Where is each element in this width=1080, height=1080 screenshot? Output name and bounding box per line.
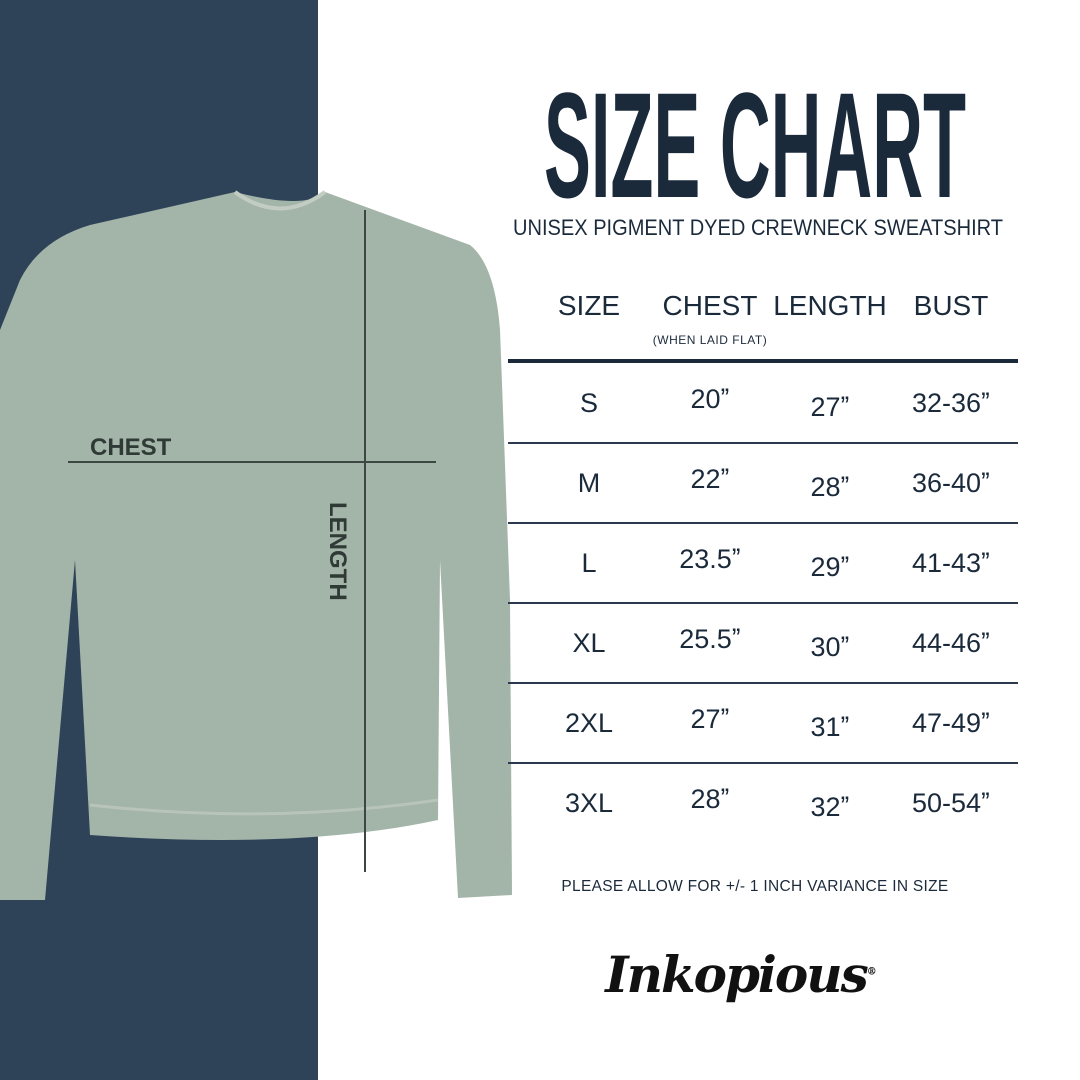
variance-note: PLEASE ALLOW FOR +/- 1 INCH VARIANCE IN … (561, 878, 949, 895)
length-cell: 30ˮ (810, 632, 850, 662)
row-divider (508, 602, 1018, 604)
bust-cell: 44-46ˮ (911, 628, 991, 658)
header-length: LENGTH (773, 290, 887, 321)
table-row: S 20ˮ 27ˮ 32-36ˮ (508, 364, 1018, 444)
chest-cell: 22ˮ (690, 464, 730, 494)
bust-cell: 32-36ˮ (911, 388, 991, 418)
header-chest: CHEST (662, 290, 758, 321)
table-row: 3XL 28ˮ 32ˮ 50-54ˮ (508, 764, 1018, 844)
size-cell: S (579, 388, 598, 418)
chest-cell: 25.5ˮ (679, 624, 741, 654)
row-divider (508, 762, 1018, 764)
brand-logo: Inkopious® (605, 945, 877, 1004)
chest-cell: 23.5ˮ (679, 544, 741, 574)
length-label: LENGTH (324, 502, 351, 601)
table-row: L 23.5ˮ 29ˮ 41-43ˮ (508, 524, 1018, 604)
length-cell: 29ˮ (810, 552, 850, 582)
size-cell: 2XL (564, 708, 614, 738)
table-row: M 22ˮ 28ˮ 36-40ˮ (508, 444, 1018, 524)
length-cell: 27ˮ (810, 392, 850, 422)
length-cell: 31ˮ (810, 712, 850, 742)
size-cell: L (581, 548, 597, 578)
subtitle: UNISEX PIGMENT DYED CREWNECK SWEATSHIRT (513, 215, 1003, 240)
brand-logo-text: Inkopious (605, 945, 869, 1004)
row-divider (508, 682, 1018, 684)
page-title: SIZE CHART (544, 70, 966, 205)
length-cell: 28ˮ (810, 472, 850, 502)
bust-cell: 50-54ˮ (911, 788, 991, 818)
subtitle-wrap: UNISEX PIGMENT DYED CREWNECK SWEATSHIRT (513, 215, 1003, 240)
chest-cell: 20ˮ (690, 384, 730, 414)
table-row: XL 25.5ˮ 30ˮ 44-46ˮ (508, 604, 1018, 684)
size-cell: 3XL (564, 788, 614, 818)
chest-label: CHEST (90, 434, 172, 461)
page-title-wrap: SIZE CHART (544, 70, 966, 205)
bust-cell: 41-43ˮ (911, 548, 991, 578)
sweatshirt-image: CHEST LENGTH (0, 190, 512, 900)
row-divider (508, 522, 1018, 524)
table-row: 2XL 27ˮ 31ˮ 47-49ˮ (508, 684, 1018, 764)
length-cell: 32ˮ (810, 792, 850, 822)
sweatshirt-body (0, 192, 512, 900)
row-divider (508, 442, 1018, 444)
size-cell: M (577, 468, 601, 498)
chest-cell: 27ˮ (690, 704, 730, 734)
header-divider (508, 359, 1018, 363)
header-bust: BUST (913, 290, 989, 321)
chest-note: (WHEN LAID FLAT) (652, 333, 768, 347)
bust-cell: 47-49ˮ (911, 708, 991, 738)
bust-cell: 36-40ˮ (911, 468, 991, 498)
size-cell: XL (572, 628, 606, 658)
chest-cell: 28ˮ (690, 784, 730, 814)
header-size: SIZE (557, 290, 621, 321)
